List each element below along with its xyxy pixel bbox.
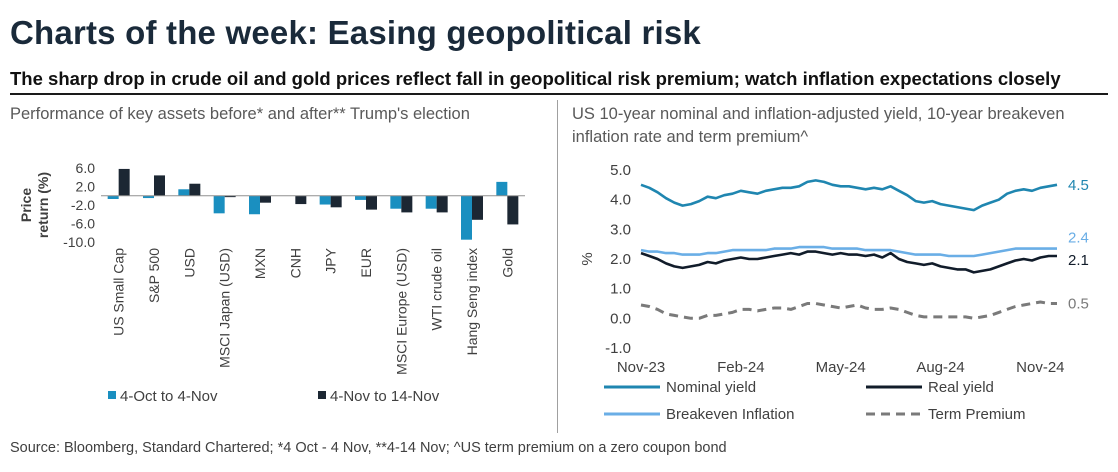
bar-category-label: US Small Cap — [111, 248, 127, 336]
bar-category-label: MXN — [252, 248, 268, 279]
page-subtitle: The sharp drop in crude oil and gold pri… — [10, 68, 1061, 89]
line-y-tick-label: 1.0 — [610, 281, 631, 298]
bar-after — [189, 183, 201, 196]
line-x-tick-label: Nov-23 — [617, 359, 665, 376]
line-y-tick-label: -1.0 — [605, 340, 631, 357]
legend-swatch-after — [318, 391, 326, 399]
bar-y-tick-label: -2.0 — [71, 197, 95, 213]
bar-category-label: S&P 500 — [146, 248, 162, 303]
bar-before — [249, 195, 260, 215]
bar-y-tick-label: -10.0 — [63, 234, 95, 250]
bar-after — [260, 195, 271, 203]
line-end-label: 4.5 — [1068, 177, 1089, 194]
line-y-tick-label: 5.0 — [610, 162, 631, 179]
line-series-term-premium — [640, 300, 1057, 320]
bar-before — [425, 195, 437, 209]
line-end-label: 0.5 — [1068, 296, 1089, 313]
line-series-breakeven-inflation — [640, 245, 1057, 258]
bar-y-axis-title-line2: return (%) — [35, 172, 51, 238]
bar-after — [330, 195, 342, 208]
bar-before — [390, 195, 402, 209]
line-x-tick-label: Nov-24 — [1016, 359, 1064, 376]
bar-y-axis-title: Price return (%) — [18, 172, 51, 238]
line-x-tick-label: Feb-24 — [717, 359, 765, 376]
bar-before — [319, 195, 331, 205]
bar-before — [143, 195, 154, 199]
legend-label-after: 4-Nov to 14-Nov — [330, 388, 440, 405]
bar-category-label: USD — [181, 248, 197, 278]
line-y-tick-label: 2.0 — [610, 251, 631, 268]
bar-y-axis-title-line1: Price — [18, 188, 34, 222]
bar-category-label: MSCI Japan (USD) — [217, 248, 233, 368]
line-x-tick-label: Aug-24 — [916, 359, 964, 376]
bar-before — [107, 195, 119, 199]
bar-y-tick-label: -6.0 — [71, 216, 95, 232]
bar-after — [118, 168, 130, 196]
line-series-real-yield — [640, 250, 1057, 274]
line-y-axis-title: % — [579, 252, 596, 265]
bar-after — [507, 195, 519, 225]
bar-category-label: WTI crude oil — [429, 248, 445, 330]
bar-after — [154, 175, 165, 196]
line-y-tick-label: 4.0 — [610, 192, 631, 209]
page-title: Charts of the week: Easing geopolitical … — [10, 14, 701, 51]
bar-before — [461, 195, 472, 240]
legend-label-nominal-yield: Nominal yield — [666, 379, 756, 396]
line-end-label: 2.4 — [1068, 230, 1089, 247]
bar-category-label: Gold — [499, 248, 515, 278]
bar-before — [178, 189, 190, 196]
line-y-tick-label: 3.0 — [610, 221, 631, 238]
line-series-nominal-yield — [640, 179, 1058, 212]
header-rule — [10, 93, 1108, 95]
panel-divider — [557, 100, 558, 433]
bar-category-label: CNH — [287, 248, 303, 278]
bar-category-label: Hang Seng index — [464, 248, 480, 355]
line-x-tick-label: May-24 — [816, 359, 866, 376]
legend-label-before: 4-Oct to 4-Nov — [120, 388, 218, 405]
bar-after — [366, 195, 377, 210]
source-note: Source: Bloomberg, Standard Chartered; *… — [10, 440, 727, 456]
bar-category-label: EUR — [358, 248, 374, 278]
legend-label-breakeven-inflation: Breakeven Inflation — [666, 406, 794, 423]
bar-after — [295, 195, 307, 205]
line-end-label: 2.1 — [1068, 252, 1089, 269]
bar-chart-title: Performance of key assets before* and af… — [10, 105, 470, 123]
bar-category-label: MSCI Europe (USD) — [393, 248, 409, 375]
bar-category-label: JPY — [323, 247, 339, 273]
bar-before — [213, 195, 225, 214]
legend-label-term-premium: Term Premium — [928, 406, 1026, 423]
bar-after — [224, 195, 236, 198]
bar-y-tick-label: 2.0 — [76, 179, 96, 195]
legend-swatch-before — [108, 391, 116, 399]
bar-after — [472, 195, 483, 220]
line-y-tick-label: 0.0 — [610, 310, 631, 327]
bar-before — [496, 181, 508, 196]
bar-y-tick-label: 6.0 — [76, 160, 96, 176]
bar-after — [436, 195, 448, 213]
line-chart-title: US 10-year nominal and inflation-adjuste… — [572, 105, 1065, 146]
bar-before — [355, 195, 366, 200]
legend-label-real-yield: Real yield — [928, 379, 994, 396]
bar-after — [401, 195, 413, 213]
